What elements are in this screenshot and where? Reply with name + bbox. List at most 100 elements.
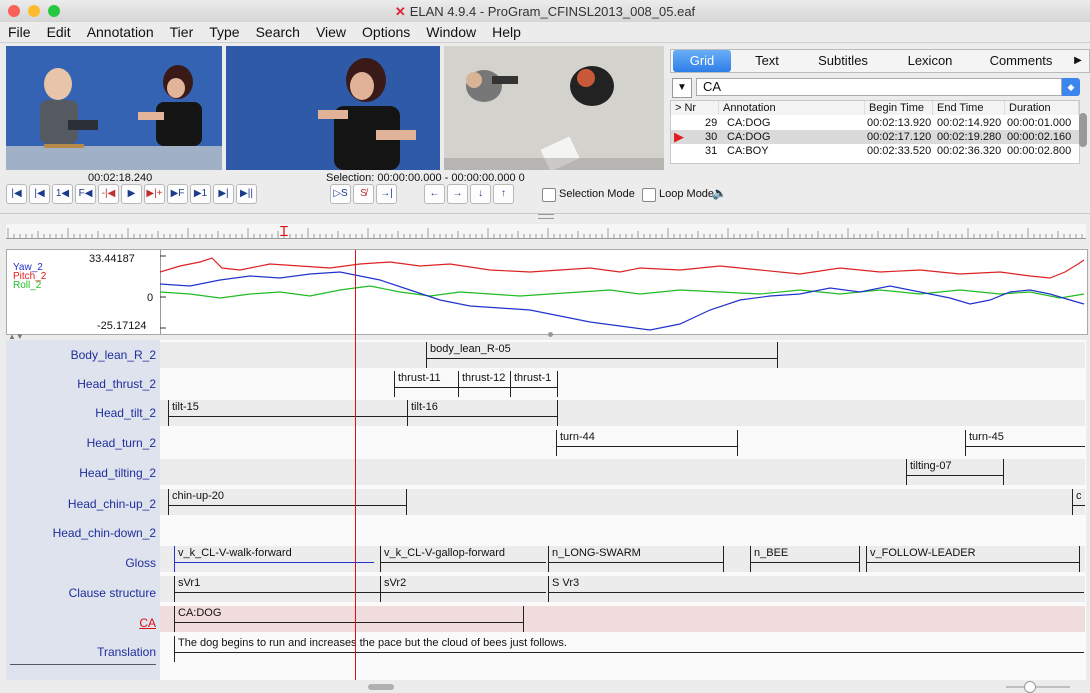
- annotation-tilt-15[interactable]: tilt-15: [168, 400, 407, 426]
- timeseries-viewer[interactable]: Yaw_2 Pitch_2 Roll_2 33.44187 0 -25.1712…: [6, 249, 1088, 335]
- previous-second-button[interactable]: 1◀: [52, 184, 73, 204]
- next-tier-button[interactable]: ↓: [470, 184, 491, 204]
- menu-file[interactable]: File: [8, 24, 31, 40]
- previous-tier-button[interactable]: ↑: [493, 184, 514, 204]
- tier-name-ca-active[interactable]: CA: [139, 616, 156, 630]
- next-scrollview-button[interactable]: ▶|: [213, 184, 234, 204]
- tab-text[interactable]: Text: [755, 53, 779, 68]
- select-arrows-icon[interactable]: ◆: [1062, 78, 1080, 96]
- annotation-clause-svr2[interactable]: sVr2: [380, 576, 546, 602]
- previous-scrollview-button[interactable]: |◀: [29, 184, 50, 204]
- next-pixel-button[interactable]: ▶|+: [144, 184, 165, 204]
- menu-window[interactable]: Window: [426, 24, 477, 40]
- annotation-tilting-07[interactable]: tilting-07: [906, 459, 1004, 485]
- play-selection-button[interactable]: ▷S: [330, 184, 351, 204]
- tier-row-head-thrust[interactable]: thrust-11 thrust-12 thrust-1: [160, 371, 1085, 397]
- close-window-button[interactable]: [8, 5, 20, 17]
- tab-lexicon[interactable]: Lexicon: [907, 53, 953, 68]
- menu-options[interactable]: Options: [362, 24, 411, 40]
- annotation-translation[interactable]: The dog begins to run and increases the …: [174, 636, 1084, 662]
- tier-name-head-turn[interactable]: Head_turn_2: [86, 436, 156, 450]
- tier-name-clause-structure[interactable]: Clause structure: [68, 586, 156, 600]
- grid-scrollbar[interactable]: [1079, 113, 1087, 147]
- menu-tier[interactable]: Tier: [169, 24, 194, 40]
- annotation-ca-dog[interactable]: CA:DOG: [174, 606, 524, 632]
- video-panel-1[interactable]: [6, 46, 222, 170]
- annotation-body-lean-05[interactable]: body_lean_R-05: [426, 342, 778, 368]
- go-to-begin-button[interactable]: |◀: [6, 184, 27, 204]
- menu-annotation[interactable]: Annotation: [86, 24, 154, 40]
- previous-annotation-button[interactable]: ←: [424, 184, 445, 204]
- annotation-gloss-walk-forward[interactable]: v_k_CL-V-walk-forward: [174, 546, 374, 572]
- resize-handle-icon[interactable]: [548, 332, 553, 337]
- tier-row-head-tilt[interactable]: tilt-15 tilt-16: [160, 400, 1085, 426]
- zoom-slider-thumb[interactable]: [1024, 681, 1036, 693]
- annotation-clause-svr3[interactable]: S Vr3: [548, 576, 1084, 602]
- play-button[interactable]: ▶: [121, 184, 142, 204]
- toggle-crosshair-button[interactable]: →|: [376, 184, 397, 204]
- loop-mode-checkbox[interactable]: [642, 188, 656, 202]
- selection-marker-icon[interactable]: Ɪ: [280, 223, 288, 239]
- tier-row-body-lean[interactable]: body_lean_R-05: [160, 342, 1085, 368]
- tier-row-gloss[interactable]: v_k_CL-V-walk-forward v_k_CL-V-gallop-fo…: [160, 546, 1085, 572]
- col-header-end-time[interactable]: End Time: [933, 101, 1005, 115]
- menu-type[interactable]: Type: [209, 24, 240, 40]
- next-annotation-button[interactable]: →: [447, 184, 468, 204]
- clear-selection-button[interactable]: S̸: [353, 184, 374, 204]
- tier-name-gloss[interactable]: Gloss: [125, 556, 156, 570]
- menu-search[interactable]: Search: [255, 24, 300, 40]
- tab-subtitles[interactable]: Subtitles: [818, 53, 868, 68]
- table-row-selected[interactable]: ▶ 30 CA:DOG 00:02:17.120 00:02:19.280 00…: [671, 130, 1079, 144]
- splitter-grip-icon[interactable]: [538, 214, 554, 219]
- col-header-nr[interactable]: > Nr: [671, 101, 719, 115]
- table-row[interactable]: 31 CA:BOY 00:02:33.520 00:02:36.320 00:0…: [671, 144, 1079, 158]
- annotation-tilt-16[interactable]: tilt-16: [407, 400, 558, 426]
- tab-more-arrow[interactable]: ▶: [1074, 55, 1082, 66]
- tier-row-ca[interactable]: CA:DOG: [160, 606, 1085, 632]
- annotation-thrust-1[interactable]: thrust-1: [510, 371, 558, 397]
- tier-row-clause-structure[interactable]: sVr1 sVr2 S Vr3: [160, 576, 1085, 602]
- tier-name-head-chin-down[interactable]: Head_chin-down_2: [52, 526, 156, 540]
- video-panel-2[interactable]: [226, 46, 440, 170]
- tier-select[interactable]: CA: [696, 78, 1062, 96]
- tier-name-head-tilting[interactable]: Head_tilting_2: [79, 466, 156, 480]
- zoom-slider-track[interactable]: [1006, 686, 1070, 688]
- time-ruler[interactable]: [6, 224, 1086, 239]
- annotation-gloss-long-swarm[interactable]: n_LONG-SWARM: [548, 546, 724, 572]
- col-header-begin-time[interactable]: Begin Time: [865, 101, 933, 115]
- next-second-button[interactable]: ▶1: [190, 184, 211, 204]
- annotation-gloss-bee[interactable]: n_BEE: [750, 546, 860, 572]
- video-panel-3[interactable]: [444, 46, 664, 170]
- panel-splitter[interactable]: [0, 213, 1090, 221]
- grid-options-dropdown[interactable]: ▼: [672, 78, 692, 98]
- horizontal-scrollbar-thumb[interactable]: [368, 684, 394, 690]
- tier-row-translation[interactable]: The dog begins to run and increases the …: [160, 636, 1085, 662]
- resize-arrows-icon[interactable]: ▲▼: [8, 332, 24, 341]
- table-row[interactable]: 29 CA:DOG 00:02:13.920 00:02:14.920 00:0…: [671, 116, 1079, 130]
- annotation-turn-45[interactable]: turn-45: [965, 430, 1085, 456]
- tier-row-head-chin-up[interactable]: chin-up-20 c: [160, 489, 1085, 515]
- col-header-annotation[interactable]: Annotation: [719, 101, 865, 115]
- tab-grid[interactable]: Grid: [673, 50, 731, 72]
- selection-mode-checkbox[interactable]: [542, 188, 556, 202]
- annotation-clause-svr1[interactable]: sVr1: [174, 576, 380, 602]
- previous-pixel-button[interactable]: -|◀: [98, 184, 119, 204]
- annotation-chin-up-partial[interactable]: c: [1072, 489, 1085, 515]
- annotation-gloss-follow-leader[interactable]: v_FOLLOW-LEADER: [866, 546, 1080, 572]
- next-frame-button[interactable]: ▶F: [167, 184, 188, 204]
- col-header-duration[interactable]: Duration: [1005, 101, 1079, 115]
- previous-frame-button[interactable]: F◀: [75, 184, 96, 204]
- volume-icon[interactable]: 🔈: [712, 186, 727, 200]
- zoom-window-button[interactable]: [48, 5, 60, 17]
- tier-name-head-tilt[interactable]: Head_tilt_2: [95, 406, 156, 420]
- tier-row-head-tilting[interactable]: tilting-07: [160, 459, 1085, 485]
- annotation-thrust-11[interactable]: thrust-11: [394, 371, 458, 397]
- menu-view[interactable]: View: [315, 24, 347, 40]
- annotation-gloss-gallop-forward[interactable]: v_k_CL-V-gallop-forward: [380, 546, 546, 572]
- tier-name-translation[interactable]: Translation: [97, 645, 156, 659]
- menu-help[interactable]: Help: [492, 24, 521, 40]
- annotation-thrust-12[interactable]: thrust-12: [458, 371, 510, 397]
- tier-name-body-lean[interactable]: Body_lean_R_2: [70, 348, 156, 362]
- tier-row-head-chin-down[interactable]: [160, 518, 1085, 544]
- tier-row-head-turn[interactable]: turn-44 turn-45: [160, 430, 1085, 456]
